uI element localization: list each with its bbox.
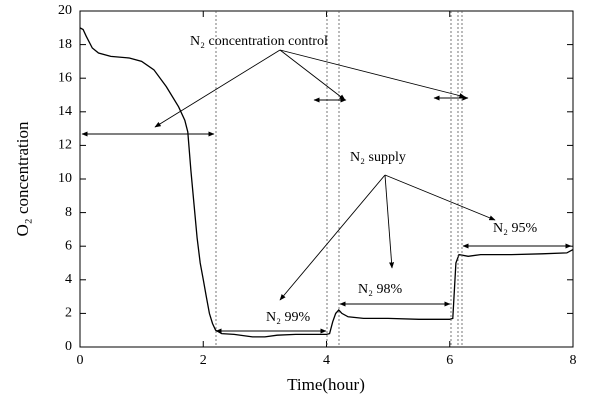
data-line xyxy=(79,27,574,338)
y-tick-label: 0 xyxy=(65,339,72,354)
annotation: N₂ 95% xyxy=(493,221,537,236)
annotation: N₂ supply xyxy=(350,150,406,165)
arrow xyxy=(279,174,386,301)
y-tick-label: 12 xyxy=(58,138,72,153)
y-tick-label: 18 xyxy=(58,37,72,52)
y-tick-label: 2 xyxy=(65,306,72,321)
x-tick-label: 2 xyxy=(200,353,207,368)
arrow xyxy=(384,174,496,221)
y-tick-label: 6 xyxy=(65,238,72,253)
y-tick-label: 10 xyxy=(58,171,72,186)
y-axis-label: O₂ concentration xyxy=(13,121,32,236)
x-tick-label: 4 xyxy=(323,353,330,368)
x-axis-label: Time(hour) xyxy=(287,375,365,394)
x-tick-label: 0 xyxy=(77,353,84,368)
y-tick-label: 4 xyxy=(65,272,72,287)
arrow xyxy=(384,174,395,269)
y-tick-label: 16 xyxy=(58,70,72,85)
annotation: N₂ concentration control xyxy=(190,34,328,49)
arrow xyxy=(154,49,281,128)
x-tick-label: 6 xyxy=(446,353,453,368)
arrow xyxy=(279,49,466,99)
y-tick-label: 14 xyxy=(58,104,72,119)
annotation: N₂ 99% xyxy=(266,310,310,325)
y-tick-label: 20 xyxy=(58,3,72,18)
annotation: N₂ 98% xyxy=(358,282,402,297)
y-tick-label: 8 xyxy=(65,205,72,220)
x-tick-label: 8 xyxy=(570,353,577,368)
arrow xyxy=(279,49,346,101)
